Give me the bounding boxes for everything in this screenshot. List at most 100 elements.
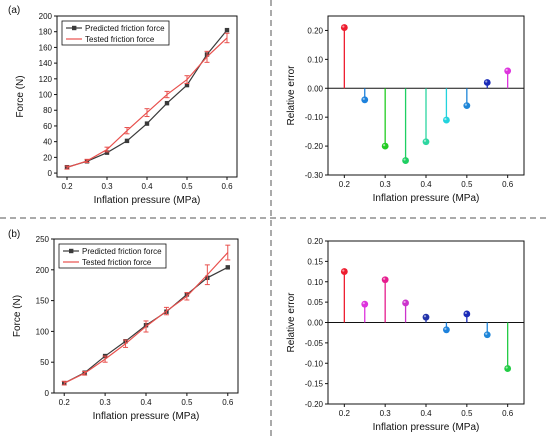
y-tick-label: 100 bbox=[36, 327, 50, 336]
y-tick-label: -0.20 bbox=[305, 142, 324, 151]
stem-highlight bbox=[464, 311, 467, 315]
stem-marker bbox=[504, 67, 512, 75]
stem-highlight bbox=[444, 327, 447, 330]
stem-highlight bbox=[342, 25, 345, 28]
series-line-2 bbox=[66, 37, 228, 169]
stem-marker bbox=[422, 138, 430, 146]
legend-label: Tested friction force bbox=[82, 258, 152, 267]
data-point bbox=[164, 100, 170, 106]
y-tick-label: 0.00 bbox=[307, 319, 323, 328]
legend-box bbox=[61, 20, 170, 46]
stem-highlight bbox=[485, 332, 488, 335]
y-tick-label: -0.10 bbox=[305, 359, 324, 368]
legend-swatch-marker bbox=[69, 248, 74, 254]
legend: Predicted friction force Tested friction … bbox=[58, 243, 167, 269]
stem-highlight bbox=[403, 158, 406, 161]
y-tick-label: 0.20 bbox=[307, 26, 323, 35]
stem-marker bbox=[361, 300, 369, 308]
x-tick-label: 0.6 bbox=[222, 398, 234, 407]
data-point bbox=[124, 138, 130, 144]
y-tick-label: -0.10 bbox=[305, 113, 324, 122]
y-tick-label: 180 bbox=[39, 28, 53, 37]
stem-highlight bbox=[464, 103, 467, 106]
y-axis-title: Relative error bbox=[286, 292, 297, 353]
x-tick-label: 0.2 bbox=[339, 409, 351, 418]
x-tick-label: 0.3 bbox=[380, 409, 392, 418]
legend-label: Predicted friction force bbox=[85, 24, 165, 33]
stem-marker bbox=[422, 313, 430, 321]
y-tick-label: -0.15 bbox=[305, 380, 324, 389]
legend: Predicted friction force Tested friction … bbox=[61, 20, 170, 46]
data-point bbox=[224, 27, 230, 33]
y-tick-label: 40 bbox=[43, 138, 52, 147]
stem-marker bbox=[402, 299, 409, 307]
y-tick-label: 20 bbox=[43, 153, 52, 162]
charts-layer: 0.2 0.3 0.4 0.5 0.6 0 20 40 60 80 100 120 140 160 180 2… bbox=[8, 5, 525, 433]
stem-marker bbox=[483, 331, 491, 339]
stem-highlight bbox=[505, 68, 508, 72]
series-line-2 bbox=[63, 252, 229, 384]
x-tick-label: 0.3 bbox=[100, 398, 112, 407]
series-line-1 bbox=[66, 29, 228, 168]
x-tick-label: 0.3 bbox=[101, 182, 113, 191]
x-tick-label: 0.5 bbox=[181, 398, 193, 407]
y-tick-label: 50 bbox=[40, 358, 49, 367]
stem-highlight bbox=[383, 277, 386, 280]
stem-marker bbox=[504, 365, 512, 372]
stem-highlight bbox=[505, 366, 508, 369]
y-tick-label: 160 bbox=[39, 43, 53, 52]
x-axis-title: Inflation pressure (MPa) bbox=[373, 193, 480, 204]
stem-highlight bbox=[342, 269, 345, 272]
stem-marker bbox=[381, 142, 389, 150]
x-tick-label: 0.2 bbox=[59, 398, 71, 407]
legend-label: Tested friction force bbox=[85, 35, 155, 44]
y-tick-label: 150 bbox=[36, 297, 50, 306]
y-tick-label: 100 bbox=[39, 91, 53, 100]
y-tick-label: 0 bbox=[45, 389, 50, 398]
y-tick-label: -0.05 bbox=[305, 339, 324, 348]
legend-swatch-marker bbox=[72, 25, 77, 31]
y-tick-label: 0.10 bbox=[307, 278, 323, 287]
stem-highlight bbox=[423, 315, 427, 318]
x-tick-label: 0.6 bbox=[502, 180, 514, 189]
y-tick-label: 120 bbox=[39, 75, 53, 84]
x-tick-label: 0.4 bbox=[420, 409, 432, 418]
stem-highlight bbox=[444, 117, 447, 121]
x-tick-label: 0.6 bbox=[502, 409, 514, 418]
y-tick-label: 0.00 bbox=[307, 84, 323, 93]
y-tick-label: 140 bbox=[39, 59, 53, 68]
y-tick-label: 200 bbox=[39, 12, 53, 21]
legend-box bbox=[58, 243, 167, 269]
y-tick-label: 200 bbox=[36, 266, 50, 275]
y-tick-label: 0 bbox=[48, 169, 53, 178]
y-tick-label: 60 bbox=[43, 122, 52, 131]
y-tick-label: 0.10 bbox=[307, 55, 323, 64]
stem-marker bbox=[443, 116, 450, 124]
x-axis-title: Inflation pressure (MPa) bbox=[94, 195, 201, 206]
data-point bbox=[144, 121, 150, 126]
chart-4: 0.2 0.3 0.4 0.5 0.6 -0.20 -0.15 -0.10 -0.05 0.00 0… bbox=[286, 237, 525, 433]
chart-2: 0.2 0.3 0.4 0.5 0.6 -0.30 -0.20 -0.10 0.00 0.10 0.… bbox=[286, 15, 525, 204]
panel-label: (a) bbox=[8, 5, 20, 16]
y-tick-label: 80 bbox=[43, 106, 52, 115]
x-tick-label: 0.2 bbox=[339, 180, 351, 189]
x-tick-label: 0.4 bbox=[420, 180, 432, 189]
x-tick-label: 0.2 bbox=[61, 182, 73, 191]
chart-1: 0.2 0.3 0.4 0.5 0.6 0 20 40 60 80 100 120 140 160 180 2… bbox=[8, 5, 238, 206]
y-tick-label: -0.20 bbox=[305, 400, 324, 409]
x-tick-label: 0.3 bbox=[380, 180, 392, 189]
stem-marker bbox=[443, 326, 450, 334]
stem-highlight bbox=[423, 139, 427, 142]
chart-3: 0.2 0.3 0.4 0.5 0.6 0 50 100 150 200 250 Inflation … bbox=[8, 229, 239, 422]
x-tick-label: 0.4 bbox=[140, 398, 152, 407]
x-tick-label: 0.6 bbox=[221, 182, 233, 191]
y-axis-title: Force (N) bbox=[15, 75, 26, 117]
stem-marker bbox=[483, 79, 491, 86]
panel-label: (b) bbox=[8, 229, 20, 240]
x-tick-label: 0.5 bbox=[461, 409, 473, 418]
stem-highlight bbox=[403, 300, 406, 304]
data-point bbox=[184, 82, 190, 88]
stem-marker bbox=[340, 268, 348, 275]
stem-marker bbox=[381, 276, 389, 284]
